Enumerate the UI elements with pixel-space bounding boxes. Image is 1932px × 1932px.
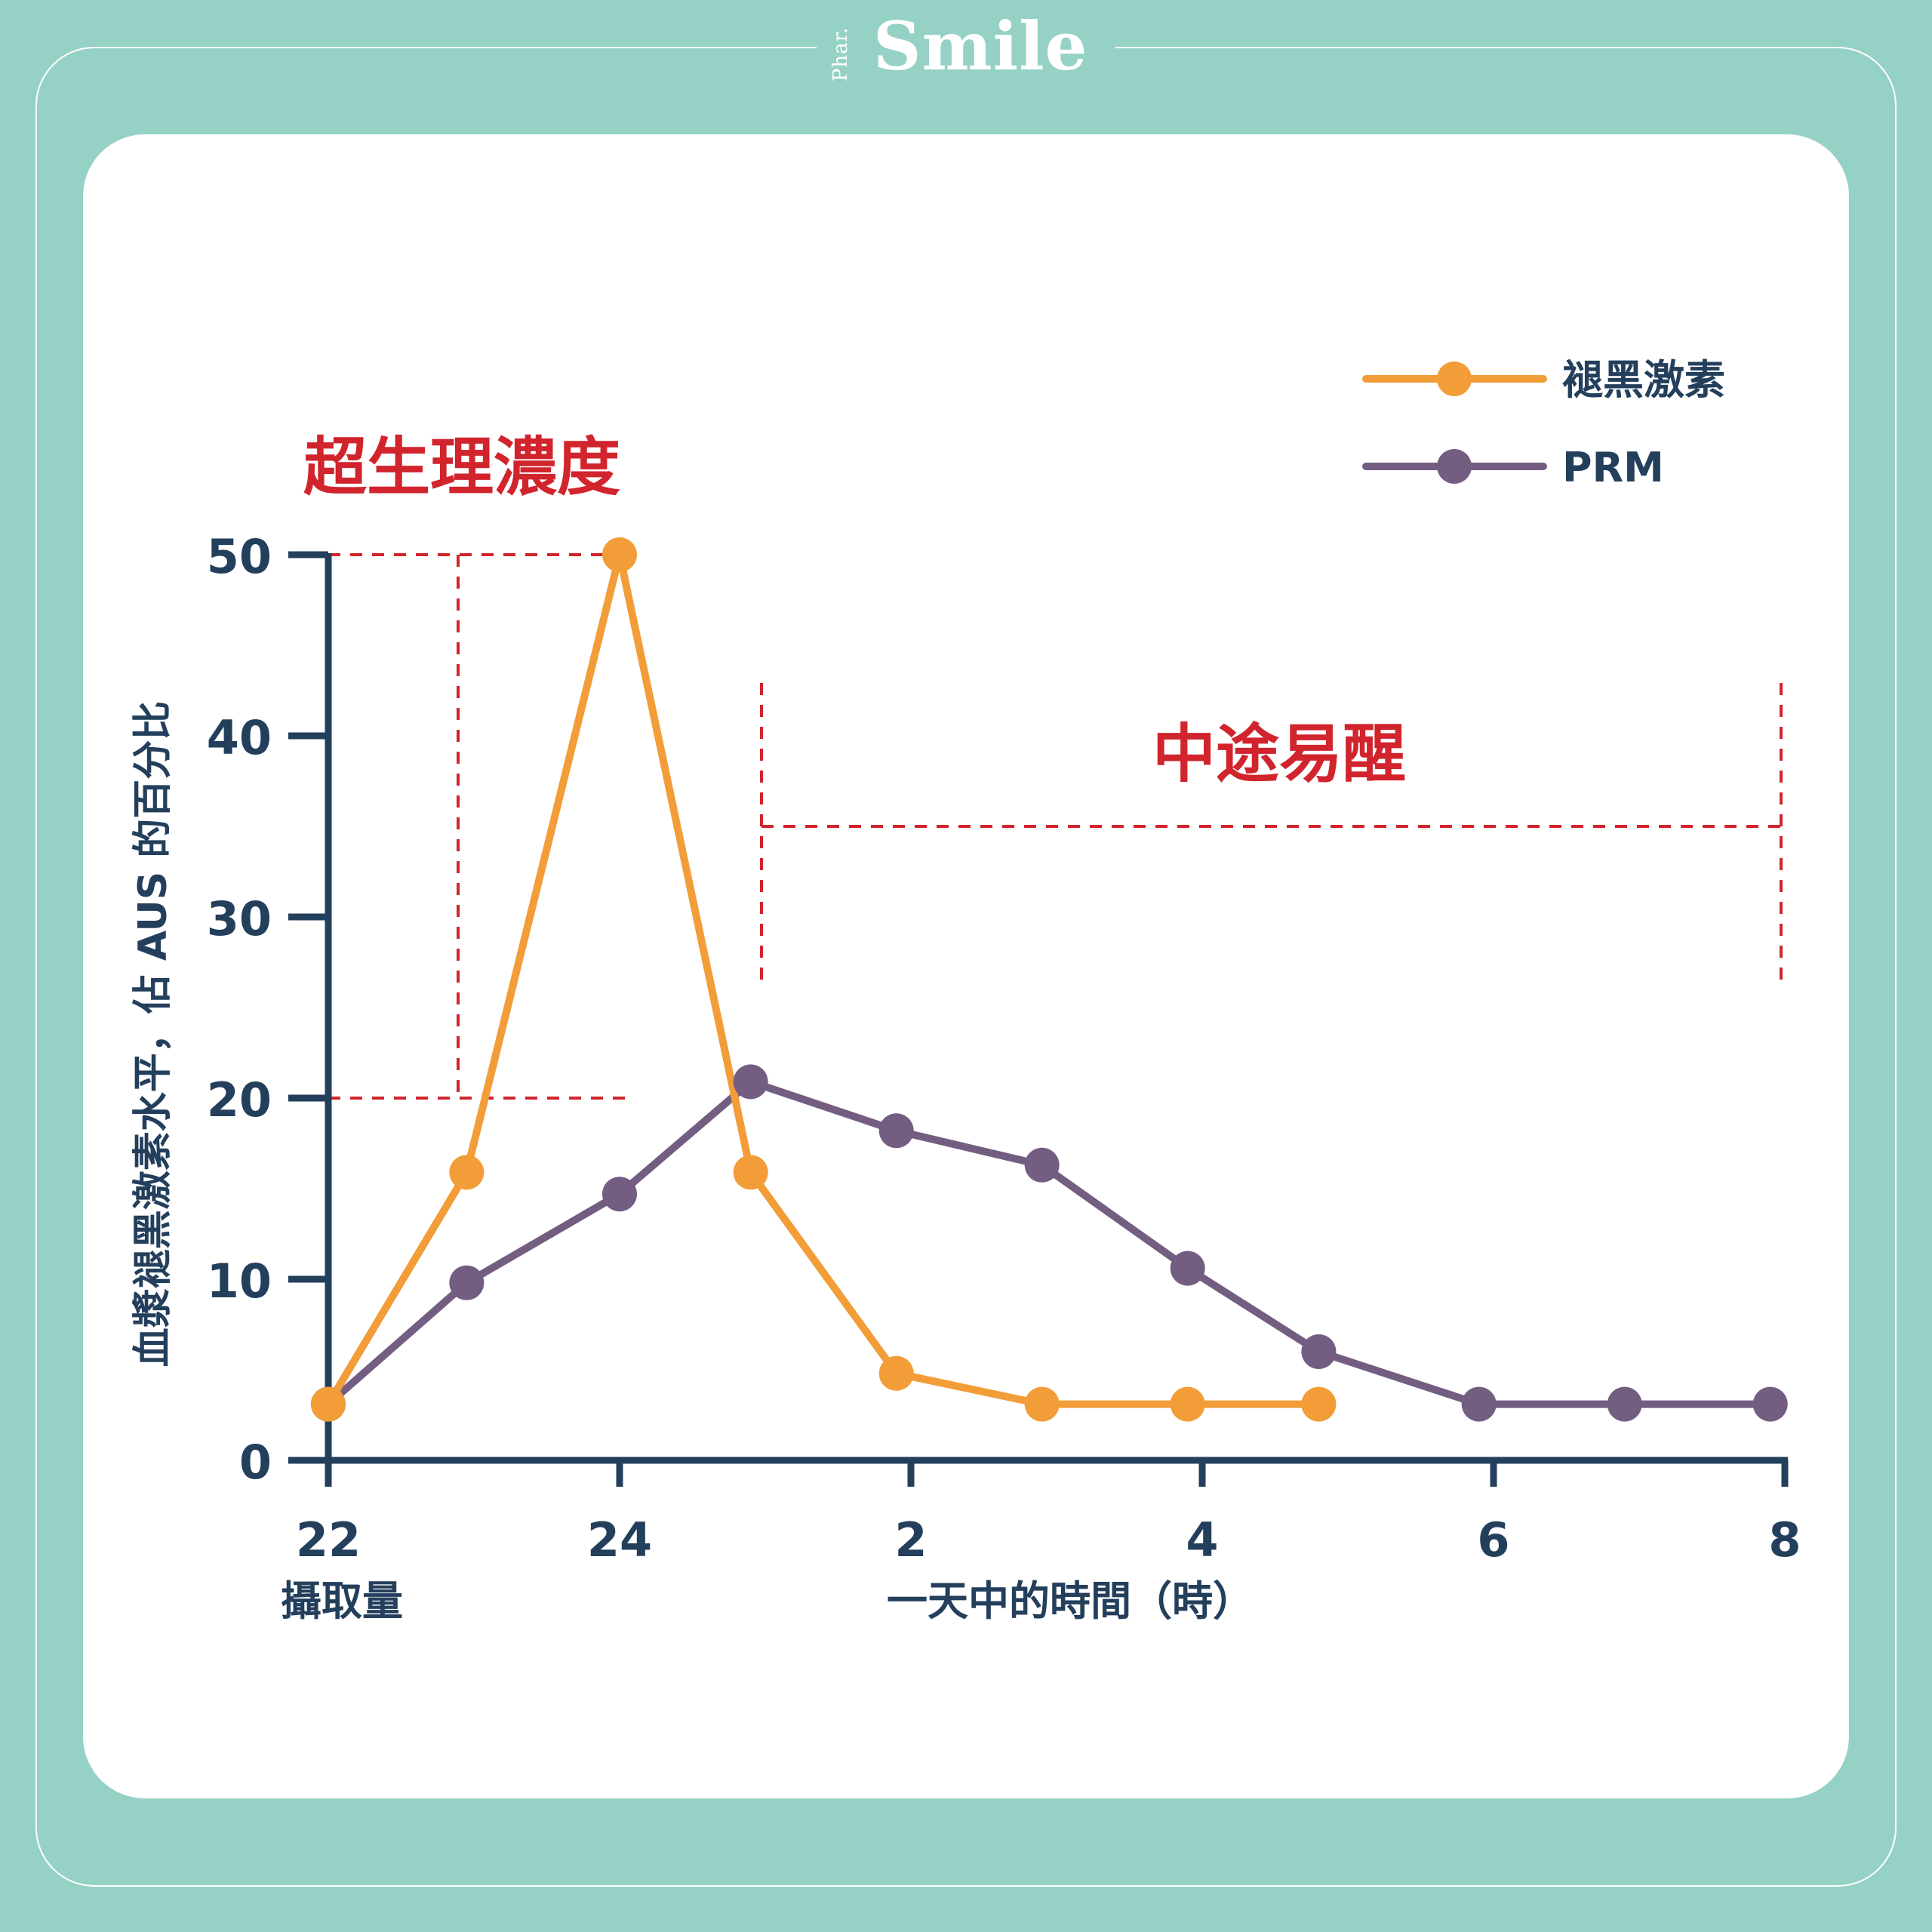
data-point-prm [1461, 1386, 1497, 1422]
x-tick-label: 8 [1768, 1512, 1801, 1567]
data-point-melatonin [1024, 1386, 1060, 1422]
data-point-melatonin [449, 1155, 485, 1190]
data-point-melatonin [311, 1386, 346, 1422]
data-point-prm [1170, 1251, 1205, 1286]
data-point-melatonin [602, 537, 637, 572]
data-point-prm [1024, 1147, 1060, 1183]
annotation-night-waking: 中途易醒 [1152, 717, 1406, 791]
data-point-prm [878, 1113, 914, 1149]
y-tick-label: 10 [207, 1254, 272, 1309]
legend-swatch-marker [1437, 449, 1472, 484]
y-tick-label: 20 [207, 1072, 272, 1128]
x-tick-label: 22 [296, 1512, 361, 1567]
data-point-prm [733, 1064, 768, 1100]
data-point-melatonin [1170, 1386, 1205, 1422]
data-point-prm [602, 1177, 637, 1212]
y-tick-label: 0 [239, 1435, 272, 1490]
data-point-melatonin [878, 1355, 914, 1391]
legend-label: PRM [1562, 444, 1664, 491]
x-axis-title: 一天中的時間（時） [887, 1577, 1254, 1625]
x-tick-label: 2 [894, 1512, 927, 1567]
logo-band [817, 0, 1115, 94]
x-tick-label: 24 [587, 1512, 652, 1567]
x-tick-label: 6 [1477, 1512, 1509, 1567]
y-axis-title: 血漿褪黑激素水平，佔 AUS 的百分比 [131, 701, 176, 1367]
chart-card [83, 134, 1849, 1798]
legend-swatch-marker [1437, 361, 1472, 396]
data-point-prm [1607, 1386, 1642, 1422]
x-intake-label: 攝取量 [281, 1577, 403, 1625]
logo-wordmark: Smile [873, 7, 1088, 85]
annotation-supraphysiological: 超生理濃度 [303, 430, 620, 504]
legend-label: 褪黑激素 [1562, 356, 1725, 404]
data-point-melatonin [1301, 1386, 1337, 1422]
y-tick-label: 30 [207, 891, 272, 946]
y-tick-label: 40 [207, 710, 272, 765]
data-point-melatonin [733, 1155, 768, 1190]
series-line-melatonin [325, 551, 1323, 1408]
data-point-prm [449, 1265, 485, 1300]
annotation-guides [328, 553, 1783, 1100]
data-point-prm [1752, 1386, 1788, 1422]
x-tick-label: 4 [1186, 1512, 1218, 1567]
series-line-prm [325, 1078, 1774, 1408]
y-tick-label: 50 [207, 529, 272, 584]
data-point-prm [1301, 1334, 1337, 1369]
series [311, 537, 1788, 1422]
axes [288, 551, 1789, 1487]
